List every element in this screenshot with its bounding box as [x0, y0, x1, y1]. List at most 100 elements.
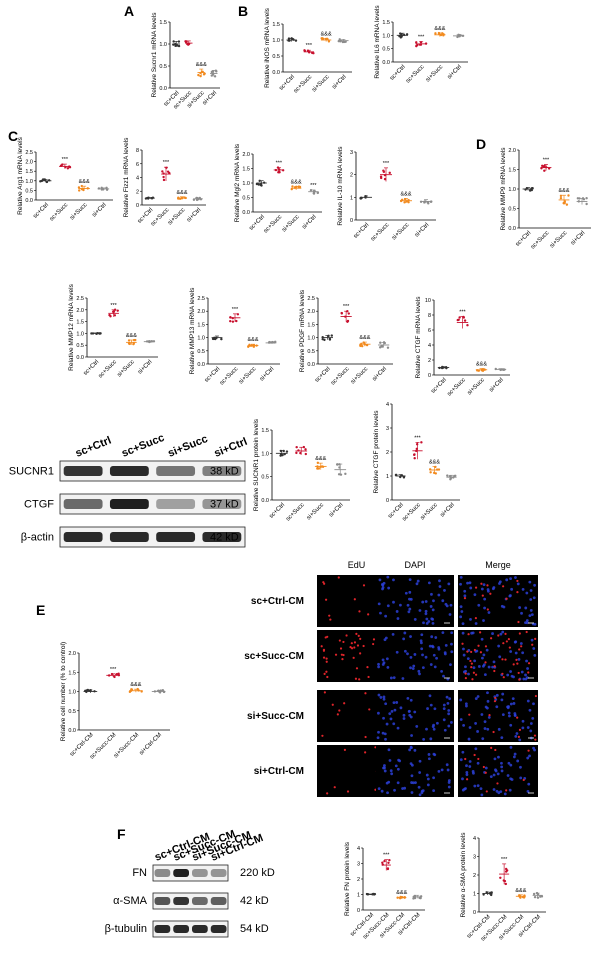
dapi-nucleus [427, 620, 431, 623]
x-tick-label: sc+Succ [285, 502, 305, 522]
dapi-nucleus [394, 764, 398, 768]
y-axis-title: Relative CTGF protein levels [373, 410, 380, 494]
dapi-nucleus [497, 791, 501, 795]
micrograph-panel [376, 690, 454, 742]
kd-label: 54 kD [240, 923, 269, 935]
edu-nucleus [497, 634, 500, 637]
y-axis-title: Relative iNOS mRNA levels [264, 7, 271, 88]
data-point [177, 40, 181, 43]
y-tick-label: 0 [428, 373, 431, 379]
y-tick-label: 4 [386, 402, 389, 408]
kd-label: 38 kD [210, 466, 239, 478]
dapi-nucleus [467, 672, 470, 676]
panel-letter-f: F [117, 826, 126, 842]
dapi-nucleus [522, 677, 526, 681]
dapi-nucleus [444, 643, 448, 647]
significance-label: &&& [515, 888, 526, 894]
dapi-nucleus [502, 605, 506, 609]
significance-label: *** [418, 35, 425, 41]
dapi-nucleus [474, 722, 477, 725]
edu-nucleus [329, 618, 332, 621]
dapi-nucleus [512, 702, 516, 705]
data-point [462, 316, 466, 319]
y-axis-title: Relative FN protein levels [344, 841, 351, 916]
dapi-nucleus [443, 589, 446, 592]
dapi-nucleus [410, 763, 414, 767]
data-point [347, 312, 350, 315]
edu-nucleus [493, 665, 496, 668]
y-tick-label: 0 [473, 910, 476, 916]
x-tick-label: si+Succ [391, 222, 410, 241]
edu-nucleus [474, 617, 477, 620]
dapi-nucleus [389, 676, 393, 680]
dapi-nucleus [388, 712, 392, 716]
edu-nucleus [324, 598, 328, 601]
y-tick-label: 1.5 [159, 20, 167, 26]
dapi-nucleus [385, 722, 389, 726]
dapi-nucleus [377, 693, 381, 697]
significance-label: *** [276, 161, 283, 167]
dapi-nucleus [406, 652, 409, 656]
x-tick-label: si+Succ [69, 202, 88, 221]
x-tick-label: si+Ctrl [91, 202, 107, 218]
edu-nucleus [352, 656, 355, 659]
dapi-nucleus [498, 655, 502, 659]
blot-band [192, 869, 208, 877]
data-point [197, 73, 200, 77]
edu-nucleus [469, 659, 472, 663]
x-tick-label: sc+Ctrl [314, 366, 332, 384]
x-tick-label: si+Ctrl [186, 207, 202, 223]
y-tick-label: 1.5 [76, 320, 84, 326]
edu-nucleus [516, 662, 519, 665]
dapi-nucleus [395, 610, 399, 613]
data-point [291, 185, 294, 188]
edu-nucleus [518, 678, 521, 681]
edu-nucleus [333, 786, 336, 789]
edu-nucleus [372, 638, 376, 641]
dapi-nucleus [410, 734, 413, 737]
dapi-nucleus [468, 581, 472, 585]
dapi-nucleus [530, 613, 534, 617]
dapi-nucleus [435, 721, 439, 725]
edu-nucleus [338, 639, 341, 642]
x-tick-label: sc+Succ [293, 74, 313, 94]
x-tick-label: sc+Succ [263, 214, 283, 234]
dapi-nucleus [495, 693, 499, 697]
dapi-nucleus [525, 619, 529, 622]
data-point [379, 341, 382, 344]
data-point [257, 183, 260, 186]
data-point [344, 472, 347, 476]
x-tick-label: sc+Succ [370, 222, 390, 242]
dapi-nucleus [505, 578, 509, 582]
edu-nucleus [464, 757, 467, 761]
edu-nucleus [505, 640, 508, 643]
data-point [346, 319, 350, 323]
y-tick-label: 1.0 [197, 336, 205, 342]
dapi-nucleus [424, 600, 428, 603]
dapi-nucleus [390, 709, 394, 713]
dapi-nucleus [425, 617, 429, 621]
stain-column-label: EdU [348, 560, 366, 570]
dapi-nucleus [460, 610, 464, 613]
y-tick-label: 4 [428, 343, 431, 349]
x-tick-label: si+Succ [467, 377, 486, 396]
dapi-nucleus [517, 657, 521, 661]
significance-label: *** [232, 307, 239, 313]
significance-label: &&& [176, 190, 187, 196]
edu-nucleus [505, 789, 508, 792]
blot-strip [59, 460, 246, 482]
data-point [441, 32, 444, 35]
edu-nucleus [368, 708, 371, 711]
dapi-nucleus [403, 631, 407, 635]
dapi-nucleus [500, 765, 504, 769]
edu-nucleus [472, 671, 475, 674]
dapi-nucleus [420, 633, 424, 637]
y-tick-label: 0.0 [508, 226, 516, 232]
dapi-nucleus [430, 592, 433, 596]
dapi-nucleus [492, 773, 496, 777]
dapi-nucleus [520, 611, 523, 615]
x-tick-label: sc+Succ [98, 359, 118, 379]
data-point [85, 689, 88, 692]
x-tick-label: sc+Succ [49, 202, 69, 222]
data-point [337, 473, 341, 476]
